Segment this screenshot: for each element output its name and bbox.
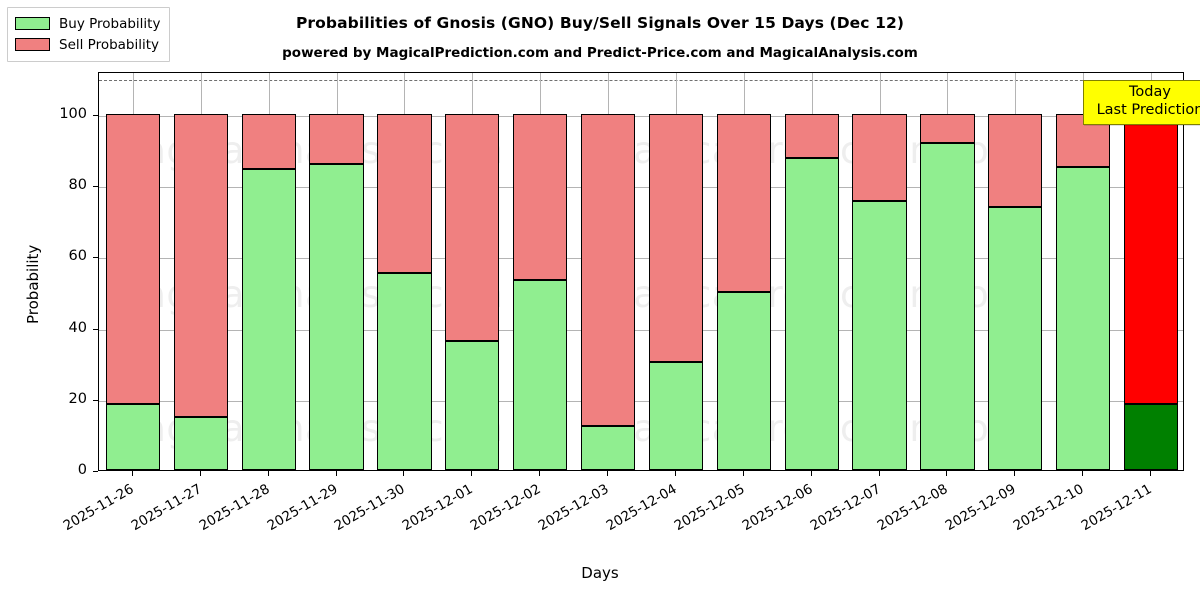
bar-column[interactable] bbox=[1056, 73, 1111, 470]
bar-segment-sell[interactable] bbox=[1123, 113, 1179, 404]
x-tick-mark bbox=[742, 471, 744, 476]
bar-segment-buy[interactable] bbox=[1056, 167, 1111, 470]
bar-segment-buy[interactable] bbox=[988, 207, 1043, 470]
bar-segment-sell[interactable] bbox=[513, 113, 568, 281]
chart-subtitle: powered by MagicalPrediction.com and Pre… bbox=[282, 45, 918, 61]
gridline-horizontal bbox=[99, 115, 1183, 117]
today-annotation: Today Last Prediction bbox=[1082, 80, 1200, 126]
bar-segment-sell[interactable] bbox=[377, 113, 432, 273]
x-tick-mark bbox=[607, 471, 609, 476]
legend: Buy Probability Sell Probability bbox=[7, 7, 171, 62]
bar-column[interactable] bbox=[716, 73, 771, 470]
plot-inner: MagicalAnalysis.comMagicalPrediction.com… bbox=[99, 73, 1183, 470]
bar-segment-sell[interactable] bbox=[445, 113, 500, 341]
reference-line-dashed bbox=[99, 80, 1183, 82]
bar-segment-buy[interactable] bbox=[445, 340, 500, 470]
legend-swatch-sell bbox=[15, 38, 50, 51]
legend-item-sell: Sell Probability bbox=[15, 34, 160, 55]
bar-column[interactable] bbox=[241, 73, 296, 470]
bar-segment-sell[interactable] bbox=[988, 113, 1043, 208]
bar-column[interactable] bbox=[173, 73, 228, 470]
x-tick-mark bbox=[1014, 471, 1016, 476]
x-axis-label: Days bbox=[581, 564, 619, 582]
bar-segment-sell[interactable] bbox=[784, 113, 839, 158]
bar-column[interactable] bbox=[445, 73, 500, 470]
today-annotation-line2: Last Prediction bbox=[1096, 101, 1200, 118]
y-tick-mark bbox=[93, 257, 98, 259]
bar-segment-sell[interactable] bbox=[173, 113, 228, 418]
y-tick-mark bbox=[93, 471, 98, 472]
bar-column[interactable] bbox=[920, 73, 975, 470]
x-tick-mark bbox=[267, 471, 269, 476]
bar-column[interactable] bbox=[513, 73, 568, 470]
bar-segment-buy[interactable] bbox=[580, 425, 636, 470]
bar-segment-buy[interactable] bbox=[241, 168, 296, 470]
bar-segment-buy[interactable] bbox=[173, 417, 228, 470]
x-tick-mark bbox=[199, 471, 201, 476]
bar-segment-sell[interactable] bbox=[920, 113, 975, 143]
bar-segment-buy[interactable] bbox=[784, 157, 839, 470]
bar-column[interactable] bbox=[580, 73, 636, 470]
y-tick-mark bbox=[93, 114, 98, 116]
chart-title: Probabilities of Gnosis (GNO) Buy/Sell S… bbox=[295, 14, 905, 32]
bar-segment-sell[interactable] bbox=[648, 113, 704, 363]
legend-swatch-buy bbox=[15, 17, 50, 30]
bar-column[interactable] bbox=[648, 73, 704, 470]
y-tick-label: 80 bbox=[68, 177, 87, 193]
x-tick-mark bbox=[1082, 471, 1084, 476]
y-tick-mark bbox=[93, 186, 98, 187]
gridline-horizontal bbox=[99, 258, 1183, 260]
bar-column[interactable] bbox=[309, 73, 364, 470]
x-tick-mark bbox=[403, 471, 405, 476]
x-tick-mark bbox=[1150, 471, 1152, 476]
x-tick-mark bbox=[674, 471, 676, 476]
bar-segment-buy[interactable] bbox=[1123, 403, 1179, 470]
bar-segment-buy[interactable] bbox=[309, 163, 364, 470]
bar-segment-sell[interactable] bbox=[309, 113, 364, 164]
bar-segment-buy[interactable] bbox=[648, 362, 704, 470]
x-tick-mark bbox=[810, 471, 812, 476]
bar-column[interactable] bbox=[1123, 73, 1179, 470]
bar-segment-sell[interactable] bbox=[580, 113, 636, 426]
y-tick-label: 100 bbox=[59, 105, 87, 122]
x-tick-mark bbox=[335, 471, 337, 476]
legend-item-buy: Buy Probability bbox=[15, 13, 160, 34]
bar-column[interactable] bbox=[377, 73, 432, 470]
bar-column[interactable] bbox=[784, 73, 839, 470]
today-annotation-line1: Today bbox=[1129, 84, 1171, 100]
legend-label-buy: Buy Probability bbox=[59, 15, 161, 32]
bar-column[interactable] bbox=[988, 73, 1043, 470]
bar-segment-buy[interactable] bbox=[105, 403, 161, 470]
bar-segment-buy[interactable] bbox=[377, 272, 432, 470]
y-tick-mark bbox=[93, 328, 98, 330]
gridline-horizontal bbox=[99, 400, 1183, 402]
legend-label-sell: Sell Probability bbox=[59, 36, 160, 53]
x-tick-mark bbox=[131, 471, 133, 476]
y-tick-mark bbox=[93, 399, 98, 401]
bar-segment-sell[interactable] bbox=[716, 113, 771, 292]
bar-segment-buy[interactable] bbox=[513, 280, 568, 470]
bar-column[interactable] bbox=[105, 73, 161, 470]
bar-segment-buy[interactable] bbox=[852, 200, 907, 470]
plot-area: MagicalAnalysis.comMagicalPrediction.com… bbox=[98, 72, 1184, 471]
x-tick-mark bbox=[471, 471, 473, 476]
x-tick-mark bbox=[539, 471, 541, 476]
bar-segment-sell[interactable] bbox=[105, 113, 161, 404]
bar-segment-buy[interactable] bbox=[716, 291, 771, 470]
x-tick-mark bbox=[946, 471, 948, 476]
y-tick-label: 20 bbox=[68, 390, 87, 407]
bar-segment-buy[interactable] bbox=[920, 142, 975, 470]
gridline-horizontal bbox=[99, 187, 1183, 188]
bar-segment-sell[interactable] bbox=[852, 113, 907, 201]
gridline-horizontal bbox=[99, 329, 1183, 331]
y-tick-label: 40 bbox=[68, 319, 87, 336]
bar-column[interactable] bbox=[852, 73, 907, 470]
y-tick-label: 60 bbox=[68, 248, 87, 265]
bar-segment-sell[interactable] bbox=[241, 113, 296, 169]
x-tick-mark bbox=[878, 471, 880, 476]
y-tick-label: 0 bbox=[77, 462, 87, 478]
